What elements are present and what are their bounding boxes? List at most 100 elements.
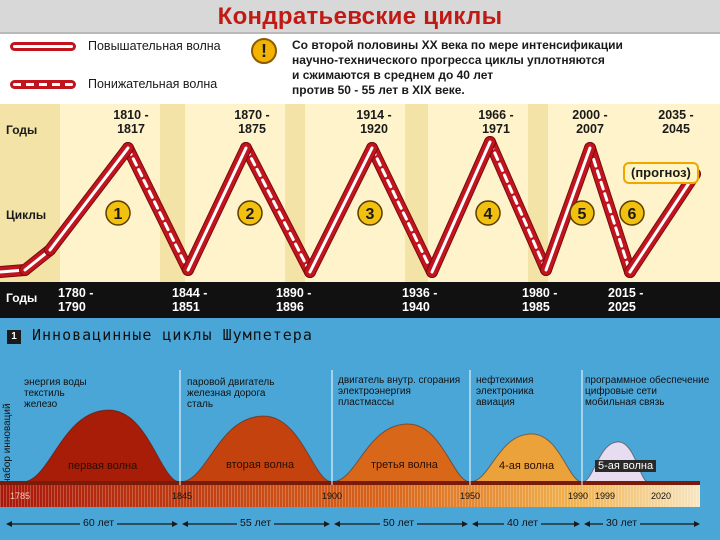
cycle-number: 1 — [114, 206, 123, 223]
cycle-number: 3 — [366, 206, 375, 223]
innovation-waves — [0, 409, 700, 485]
duration-label: 55 лет — [237, 517, 275, 529]
peak-period-6: 2035 -2045 — [658, 108, 694, 136]
schumpeter-title: Инновацинные циклы Шумпетера — [32, 326, 313, 344]
note-line: и сжимаются в среднем до 40 лет — [292, 68, 494, 82]
arrow-head-right — [694, 521, 700, 527]
exclamation-icon: ! — [251, 38, 277, 64]
timeline-year: 1785 — [10, 491, 31, 501]
rising-wave-legend-label: Повышательная волна — [88, 39, 221, 53]
cycle-badge — [105, 200, 131, 226]
peak-period-3: 1914 -1920 — [356, 108, 392, 136]
falling-segment-core — [488, 140, 548, 272]
years-label-bottom: Годы — [6, 291, 38, 305]
falling-segment-core — [370, 146, 434, 274]
wave-1-name: первая волна — [68, 460, 138, 472]
timeline-year: 1999 — [595, 491, 616, 501]
title-bar: Кондратьевские циклы — [0, 0, 720, 34]
legend-area — [0, 34, 720, 104]
peak-period-5: 2000 -2007 — [572, 108, 608, 136]
trough-period-6: 2015 -2025 — [608, 286, 644, 314]
cycle-number: 5 — [578, 206, 587, 223]
wave-2-name: вторая волна — [226, 459, 295, 471]
trough-period-5: 1980 -1985 — [522, 286, 558, 314]
trough-period-2: 1844 -1851 — [172, 286, 208, 314]
note-line: против 50 - 55 лет в XIX веке. — [292, 83, 465, 97]
innovation-wave — [21, 409, 181, 483]
arrow-head-right — [172, 521, 178, 527]
rising-segment-core — [186, 146, 248, 272]
peak-period-1: 1810 -1817 — [113, 108, 149, 136]
trough-period-3: 1890 -1896 — [276, 286, 312, 314]
note-line: Со второй половины XX века по мере интен… — [292, 38, 623, 52]
rising-segment-core — [48, 146, 130, 252]
cycle-badges: 1 2 3 4 5 6 — [105, 200, 645, 226]
rising-segment-core — [430, 140, 492, 274]
cycle-number: 4 — [484, 206, 493, 223]
arrow-head-right — [462, 521, 468, 527]
schumpeter-wave-chart — [0, 370, 700, 527]
wave-5-notes: программное обеспечение цифровые сети моби… — [585, 375, 710, 408]
falling-segment-core — [126, 146, 190, 272]
wave-1-notes: энергия воды текстиль железо — [24, 377, 87, 410]
duration-label: 60 лет — [80, 517, 118, 529]
duration-label: 30 лет — [603, 517, 641, 529]
cycle-number: 6 — [628, 206, 637, 223]
peak-period-4: 1966 -1971 — [478, 108, 514, 136]
page-title: Кондратьевские циклы — [217, 3, 503, 30]
timeline-year: 1990 — [568, 491, 589, 501]
rising-segment-core — [544, 146, 592, 272]
wave-divider-lines — [179, 370, 583, 485]
arrow-head-left — [472, 521, 478, 527]
trough-years-bar: Годы 1780 -1790 1844 -1851 1890 -1896 19… — [0, 282, 720, 318]
duration-label: 40 лет — [504, 517, 542, 529]
wave-4-notes: нефтехимия электроника авиация — [476, 375, 534, 408]
arrow-head-left — [334, 521, 340, 527]
innovation-wave — [469, 433, 583, 483]
arrow-head-left — [6, 521, 12, 527]
cycle-badge — [237, 200, 263, 226]
innovation-wave — [331, 423, 471, 483]
arrow-head-left — [182, 521, 188, 527]
falling-wave-legend-swatch — [10, 80, 76, 89]
peak-band — [60, 104, 160, 282]
timeline-year: 2020 — [651, 491, 672, 501]
kondratiev-panel: Кондратьевские циклы Повышательная волна… — [0, 0, 720, 318]
timeline-year: 1900 — [322, 491, 343, 501]
wave-3-notes: двигатель внутр. сгорания электроэнергия п… — [338, 375, 461, 408]
cycle-badge — [569, 200, 595, 226]
years-label-top: Годы — [6, 123, 38, 137]
peak-period-2: 1870 -1875 — [234, 108, 270, 136]
note-line: научно-технического прогресса циклы упло… — [292, 53, 605, 67]
wave-2-notes: паровой двигатель железная дорога сталь — [187, 377, 275, 410]
wave-3-name: третья волна — [371, 459, 438, 471]
panel-number: 1 — [7, 330, 21, 344]
wave-5-name: 5-ая волна — [595, 460, 657, 472]
schumpeter-panel: 1 Инновацинные циклы Шумпетера набор инн… — [0, 318, 720, 540]
wave-baseline — [0, 481, 700, 485]
rising-wave-legend-swatch — [10, 42, 76, 51]
wave-4-name: 4-ая волна — [499, 460, 555, 472]
timeline-year: 1845 — [172, 491, 193, 501]
falling-segment-core — [588, 146, 632, 274]
cycles-label: Циклы — [6, 208, 47, 222]
arrow-head-right — [574, 521, 580, 527]
timeline-year: 1950 — [460, 491, 481, 501]
rising-segment-core — [628, 172, 697, 274]
trough-period-1: 1780 -1790 — [58, 286, 94, 314]
cycle-badge — [475, 200, 501, 226]
cycle-badge — [357, 200, 383, 226]
trough-period-4: 1936 -1940 — [402, 286, 438, 314]
arrow-head-right — [324, 521, 330, 527]
falling-wave-legend-label: Понижательная волна — [88, 77, 218, 91]
arrow-head-left — [584, 521, 590, 527]
falling-segment-core — [244, 146, 312, 274]
kondratiev-wave-chart: 1 2 3 4 5 6 — [0, 104, 720, 282]
forecast-label: (прогноз) — [623, 162, 699, 184]
cycle-number: 2 — [246, 206, 255, 223]
cycle-badge — [619, 200, 645, 226]
rising-segment-core — [308, 146, 374, 274]
duration-label: 50 лет — [380, 517, 418, 529]
wave-line — [0, 136, 701, 278]
timeline-texture — [0, 485, 700, 507]
